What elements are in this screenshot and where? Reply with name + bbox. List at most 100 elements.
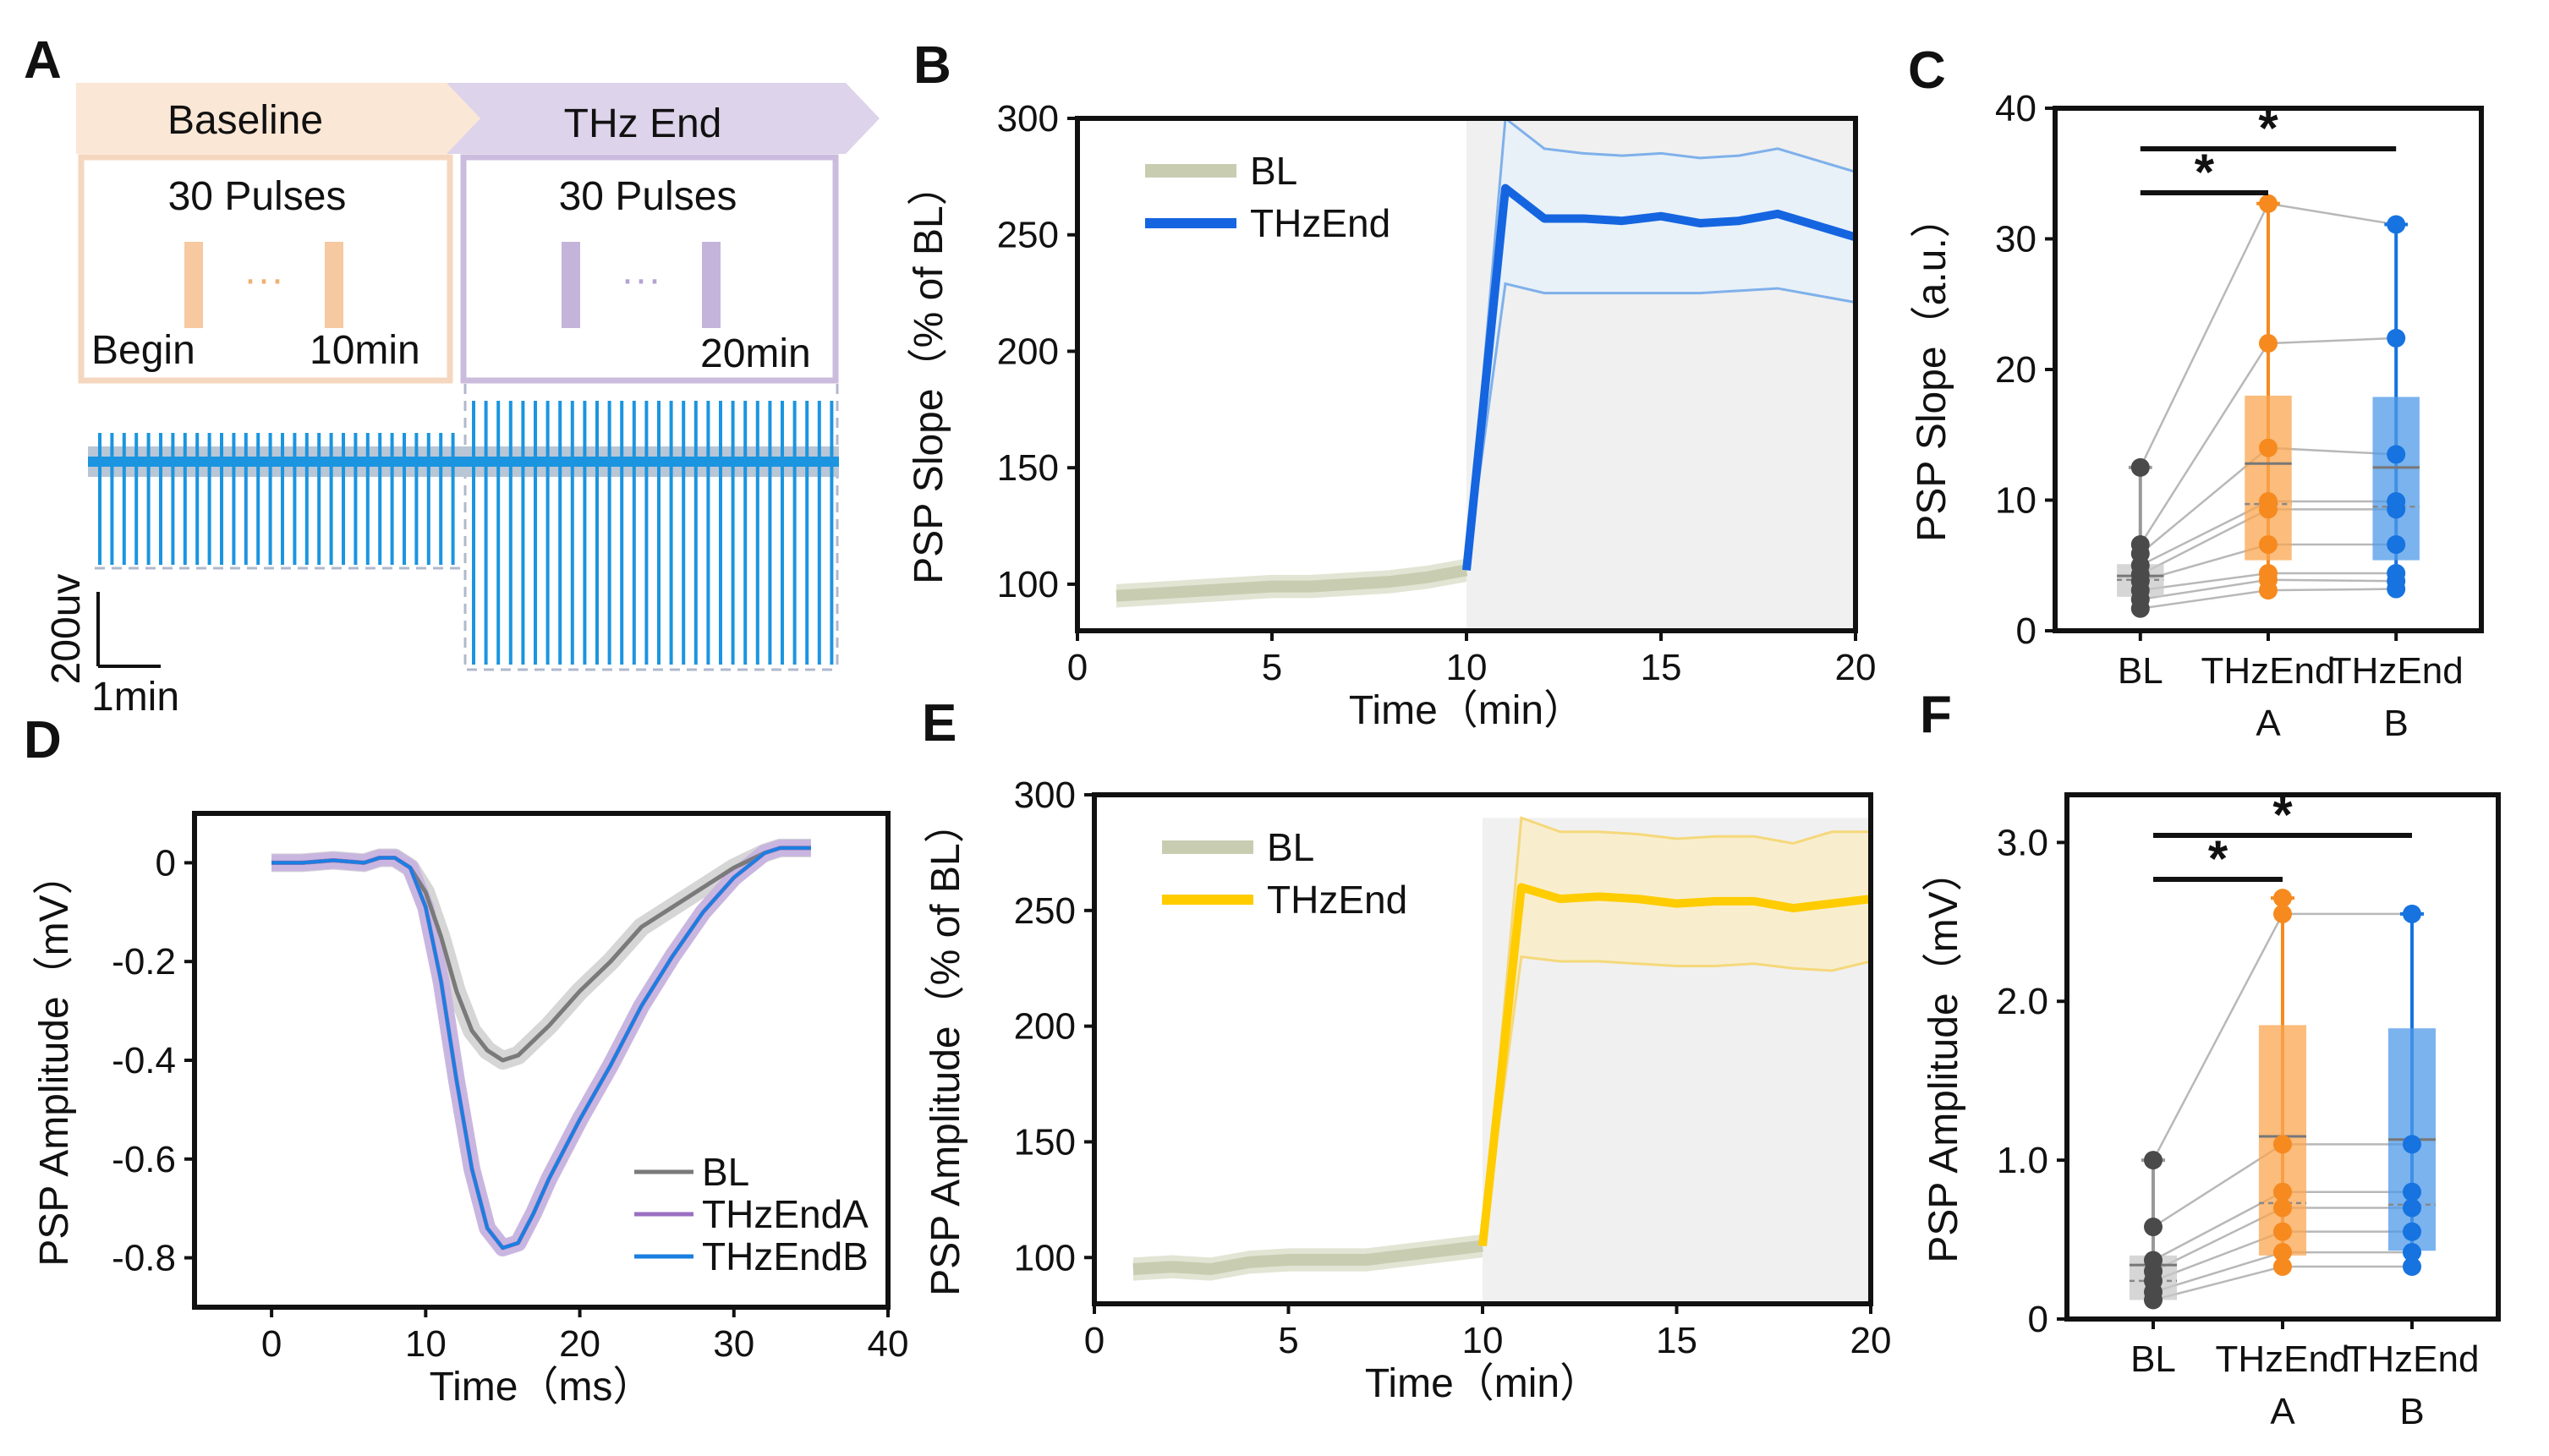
data-point <box>2387 492 2406 512</box>
thz-end-label: THz End <box>564 101 722 146</box>
data-point <box>2259 194 2278 213</box>
data-point <box>2387 445 2406 464</box>
data-point <box>2273 1182 2292 1201</box>
pulse-dots-right: ··· <box>621 257 661 302</box>
thz-box <box>460 154 839 384</box>
data-point <box>2387 535 2406 555</box>
panel-b-label: B <box>913 36 951 95</box>
error-band-thzend <box>1466 118 1856 571</box>
panel-f-label: F <box>1920 686 1952 744</box>
ten-min-label: 10min <box>310 328 420 373</box>
data-point <box>2273 1222 2292 1241</box>
trace-thzendb <box>271 846 811 1250</box>
y-tick-label: 30 <box>1995 219 2036 260</box>
trace-spikes <box>98 401 834 665</box>
data-point <box>2273 1243 2292 1262</box>
y-tick-label: 150 <box>997 447 1059 489</box>
y-tick-label: 200 <box>997 331 1059 372</box>
data-point <box>2273 1257 2292 1276</box>
pulse-bar <box>562 242 580 328</box>
y-tick-label: 250 <box>1014 890 1076 932</box>
data-point <box>2259 492 2278 512</box>
data-point <box>2403 1135 2421 1154</box>
data-point <box>2130 457 2150 477</box>
y-axis-label: PSP Amplitude（mV） <box>1921 851 1966 1262</box>
y-tick-label: 3.0 <box>1997 822 2048 863</box>
data-point <box>2273 904 2292 923</box>
category-label: BL <box>2118 650 2163 692</box>
thz-arrow <box>447 83 880 154</box>
x-tick-label: 40 <box>868 1323 909 1365</box>
y-tick-label: 0 <box>156 842 176 884</box>
y-tick-label: 2.0 <box>1997 981 2048 1022</box>
data-point <box>2259 334 2278 353</box>
y-tick-label: 200 <box>1014 1006 1076 1048</box>
legend-label-thzend: THzEnd <box>1267 878 1407 922</box>
y-tick-label: -0.2 <box>112 941 176 983</box>
y-tick-label: 20 <box>1995 349 2036 391</box>
x-axis-label: Time（ms） <box>430 1365 654 1409</box>
y-tick-label: 300 <box>1014 775 1076 816</box>
y-tick-label: 40 <box>1995 88 2036 129</box>
data-point <box>2403 1182 2421 1201</box>
baseline-arrow <box>76 83 480 154</box>
baseline-box <box>78 154 453 384</box>
series-line-thzend <box>1462 183 1857 571</box>
data-point <box>2259 438 2278 457</box>
x-tick-label: 10 <box>1462 1320 1504 1361</box>
x-tick-label: 15 <box>1641 647 1682 688</box>
y-axis-label: PSP Slope（a.u.） <box>1910 197 1954 541</box>
y-tick-label: 250 <box>997 215 1059 256</box>
x-axis-label: Time（min） <box>1365 1361 1600 1406</box>
chart-panel-d: 0 10 20 30 40 0 -0.2 -0.4 -0.6 -0.8 Time（ms） PSP Am… <box>32 811 909 1409</box>
pulses-right-text: 30 Pulses <box>559 174 737 219</box>
y-tick-label: 1.0 <box>1997 1140 2048 1181</box>
data-point <box>2259 535 2278 555</box>
y-tick-label: 0 <box>2028 1299 2048 1340</box>
band-edge-upper <box>1481 816 1871 1246</box>
x-tick-label: 20 <box>559 1323 600 1365</box>
y-axis-label: PSP Amplitude（mV） <box>32 854 77 1266</box>
panel-e-label: E <box>922 694 957 753</box>
pulses-left-text: 30 Pulses <box>168 174 347 219</box>
x-tick-label: 15 <box>1656 1320 1697 1361</box>
data-point <box>2387 215 2406 234</box>
significance-star: * <box>2195 144 2215 200</box>
y-tick-label: -0.4 <box>112 1040 176 1081</box>
error-band-thzend <box>1483 818 1871 1246</box>
category-label: THzEnd <box>2329 650 2464 692</box>
data-point <box>2259 564 2278 583</box>
chart-panel-e: 0 5 10 15 20 100 150 200 250 300 Time（min） PSP Ampl… <box>924 775 1891 1406</box>
category-label: THzEnd <box>2216 1338 2350 1380</box>
x-tick-label: 0 <box>1067 647 1088 688</box>
band-edge-upper <box>1465 116 1856 571</box>
data-point <box>2130 535 2150 555</box>
panel-d-label: D <box>24 711 62 769</box>
x-axis-label: Time（min） <box>1349 688 1584 733</box>
legend-label-bl: BL <box>1250 149 1297 193</box>
x-tick-label: 0 <box>261 1323 282 1365</box>
category-label-line2: B <box>2384 703 2409 744</box>
legend-label-bl: BL <box>702 1150 749 1194</box>
x-tick-label: 5 <box>1278 1320 1298 1361</box>
data-point <box>2273 1198 2292 1218</box>
begin-label: Begin <box>91 328 195 373</box>
x-tick-label: 20 <box>1835 647 1877 688</box>
panel-a: A Baseline THz End 30 Pulses 30 Pulses ·… <box>24 31 880 720</box>
y-tick-label: 100 <box>997 564 1059 605</box>
category-label-line2: A <box>2270 1391 2295 1432</box>
data-point <box>2387 328 2406 348</box>
y-tick-label: 10 <box>1995 480 2036 522</box>
panel-c-label: C <box>1908 41 1946 100</box>
category-label-line2: B <box>2399 1391 2424 1432</box>
data-point <box>2273 1135 2292 1154</box>
scale-time-label: 1min <box>91 675 179 720</box>
box-1 <box>2245 395 2292 561</box>
panel-a-label: A <box>24 31 62 90</box>
x-tick-label: 5 <box>1262 647 1282 688</box>
data-point <box>2403 1243 2421 1262</box>
band-edge-lower <box>1465 282 1856 571</box>
data-point <box>2387 564 2406 583</box>
baseline-label: Baseline <box>167 98 323 143</box>
